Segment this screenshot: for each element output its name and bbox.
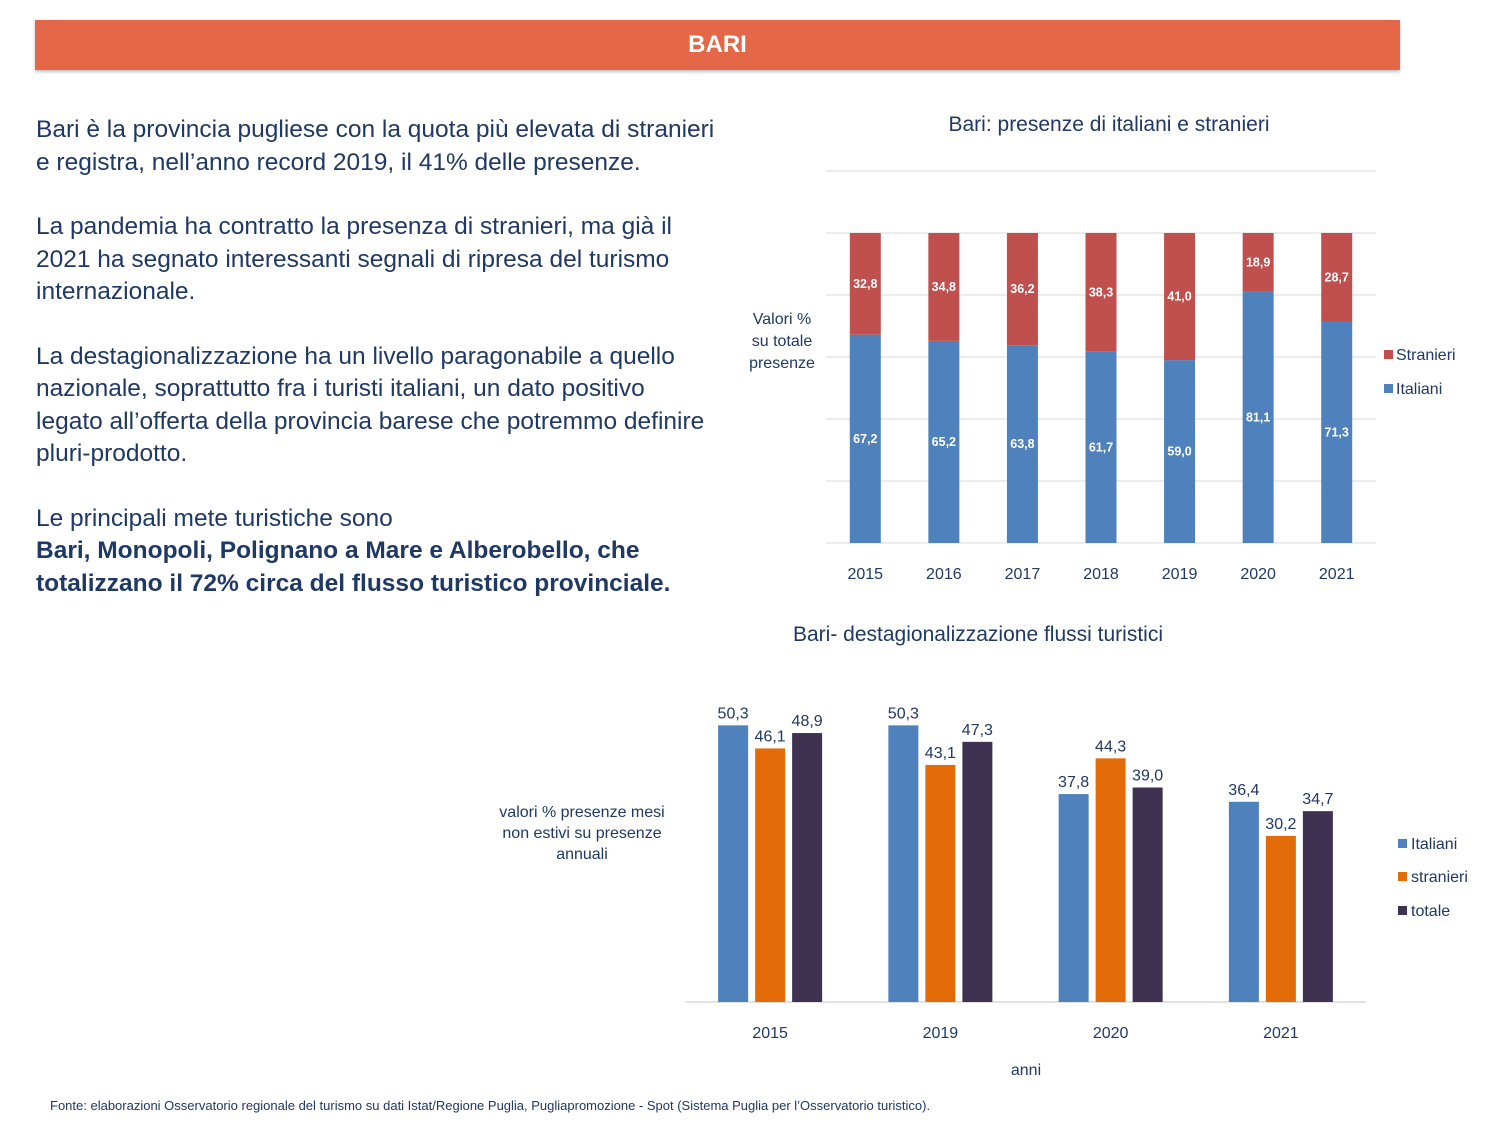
- chart1-xtick: 2017: [1005, 566, 1041, 583]
- chart1-bar-italiani: [928, 340, 960, 543]
- source-note: Fonte: elaborazioni Osservatorio regiona…: [50, 1098, 931, 1113]
- chart2-data-label: 39,0: [1132, 768, 1163, 785]
- chart1-bar-italiani: [1006, 345, 1038, 543]
- chart2-xlabel: anni: [1011, 1062, 1041, 1079]
- chart2-bar-italiani: [1058, 794, 1089, 1002]
- chart2-data-label: 47,3: [962, 722, 993, 739]
- chart1-label-italiani: 61,7: [1089, 440, 1113, 454]
- chart1-xtick: 2016: [926, 566, 962, 583]
- chart1-bar-italiani: [849, 334, 881, 543]
- chart2-legend-label: totale: [1411, 903, 1450, 920]
- chart1-label-stranieri: 38,3: [1089, 285, 1113, 299]
- chart1-bar-stranieri: [1321, 233, 1353, 322]
- paragraph-3: La destagionalizzazione ha un livello pa…: [36, 342, 705, 468]
- chart1-label-italiani: 67,2: [853, 432, 877, 446]
- chart2-data-label: 36,4: [1228, 782, 1259, 799]
- chart1-label-italiani: 59,0: [1167, 445, 1191, 459]
- chart2-data-label: 34,7: [1302, 791, 1333, 808]
- chart2-bar-stranieri: [1265, 835, 1296, 1002]
- paragraph-4: Le principali mete turistiche sono Bari,…: [36, 503, 716, 601]
- chart1-label-italiani: 71,3: [1325, 425, 1349, 439]
- chart1-legend-label: Italiani: [1396, 381, 1442, 398]
- chart1-label-stranieri: 28,7: [1325, 270, 1349, 284]
- chart2-legend-swatch: [1398, 872, 1407, 881]
- description-text: Bari è la provincia pugliese con la quot…: [36, 114, 716, 632]
- chart2-data-label: 48,9: [792, 713, 823, 730]
- chart1-bar-stranieri: [1164, 233, 1196, 361]
- chart1-label-italiani: 63,8: [1010, 437, 1034, 451]
- chart1-label-stranieri: 18,9: [1246, 255, 1270, 269]
- chart1-ylabel: Valori %: [753, 311, 811, 328]
- chart1-bar-stranieri: [1006, 233, 1038, 346]
- chart1-title: Bari: presenze di italiani e stranieri: [949, 113, 1270, 136]
- chart1-bar-stranieri: [849, 233, 881, 335]
- chart1-bar-italiani: [1164, 360, 1196, 543]
- grouped-bar-chart-destagionalizzazione: Bari- destagionalizzazione flussi turist…: [499, 623, 1468, 1079]
- chart1-xtick: 2020: [1240, 566, 1276, 583]
- chart2-bar-stranieri: [1095, 758, 1126, 1002]
- chart1-bar-italiani: [1321, 321, 1353, 543]
- chart1-legend-label: Stranieri: [1396, 347, 1456, 364]
- chart2-bar-italiani: [1228, 801, 1259, 1002]
- paragraph-2: La pandemia ha contratto la presenza di …: [36, 213, 672, 305]
- chart1-xtick: 2015: [847, 566, 883, 583]
- chart2-legend-label: Italiani: [1411, 836, 1457, 853]
- chart2-data-label: 50,3: [718, 705, 749, 722]
- chart1-bar-stranieri: [928, 233, 960, 341]
- chart1-label-stranieri: 41,0: [1167, 290, 1191, 304]
- chart1-label-stranieri: 32,8: [853, 277, 877, 291]
- chart1-ylabel: presenze: [749, 355, 815, 372]
- chart1-label-italiani: 65,2: [932, 435, 956, 449]
- page-title: BARI: [688, 31, 747, 58]
- destinations-list: Bari, Monopoli, Polignano a Mare e Alber…: [36, 537, 671, 597]
- chart2-bar-italiani: [888, 725, 919, 1002]
- chart2-bar-totale: [1132, 787, 1163, 1002]
- chart1-ylabel: su totale: [752, 333, 813, 350]
- chart2-legend-swatch: [1398, 906, 1407, 915]
- chart2-xtick: 2015: [752, 1025, 788, 1042]
- chart2-data-label: 50,3: [888, 705, 919, 722]
- chart2-bar-stranieri: [925, 764, 956, 1002]
- chart2-ylabel: valori % presenze mesi: [499, 804, 664, 821]
- chart2-bar-italiani: [718, 725, 749, 1002]
- chart1-xtick: 2019: [1162, 566, 1198, 583]
- chart1-bar-stranieri: [1085, 233, 1117, 352]
- stacked-bar-chart-presenze: Bari: presenze di italiani e stranieri Va…: [749, 113, 1456, 583]
- chart1-label-stranieri: 36,2: [1010, 282, 1034, 296]
- chart2-title: Bari- destagionalizzazione flussi turist…: [793, 623, 1163, 646]
- chart1-legend-swatch: [1384, 350, 1393, 359]
- chart2-bar-stranieri: [755, 748, 786, 1002]
- destinations-intro: Le principali mete turistiche sono: [36, 504, 393, 532]
- title-banner: BARI: [35, 20, 1400, 70]
- chart2-bar-totale: [792, 733, 823, 1002]
- chart2-legend-label: stranieri: [1411, 869, 1468, 886]
- chart2-data-label: 44,3: [1095, 738, 1126, 755]
- chart2-xtick: 2021: [1263, 1025, 1299, 1042]
- chart2-legend-swatch: [1398, 839, 1407, 848]
- chart2-ylabel: non estivi su presenze: [502, 825, 661, 842]
- chart2-ylabel: annuali: [556, 846, 608, 863]
- chart2-data-label: 37,8: [1058, 774, 1089, 791]
- chart1-label-italiani: 81,1: [1246, 410, 1270, 424]
- chart1-bar-italiani: [1242, 291, 1274, 543]
- chart1-xtick: 2021: [1319, 566, 1355, 583]
- paragraph-1: Bari è la provincia pugliese con la quot…: [36, 116, 715, 176]
- chart1-bar-stranieri: [1242, 233, 1274, 292]
- chart2-data-label: 46,1: [755, 728, 786, 745]
- chart1-legend-swatch: [1384, 384, 1393, 393]
- chart2-data-label: 30,2: [1265, 816, 1296, 833]
- chart2-bar-totale: [962, 741, 993, 1002]
- chart2-data-label: 43,1: [925, 745, 956, 762]
- chart2-xtick: 2019: [923, 1025, 959, 1042]
- chart2-bar-totale: [1302, 811, 1333, 1002]
- chart1-xtick: 2018: [1083, 566, 1119, 583]
- chart1-label-stranieri: 34,8: [932, 280, 956, 294]
- chart2-xtick: 2020: [1093, 1025, 1129, 1042]
- chart1-bar-italiani: [1085, 351, 1117, 543]
